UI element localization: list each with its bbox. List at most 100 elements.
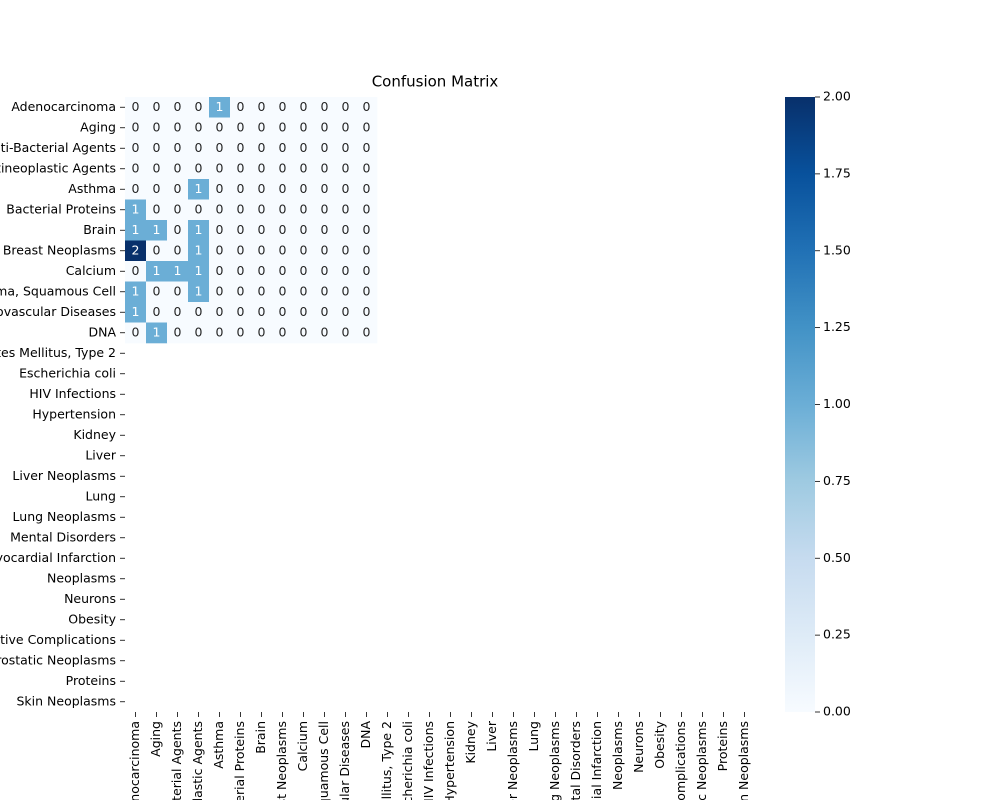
- heatmap-cell: [167, 261, 189, 282]
- cell-label: 0: [279, 201, 287, 216]
- cell-label: 1: [153, 222, 161, 237]
- heatmap-cell: [272, 302, 294, 323]
- heatmap-cell: [188, 240, 210, 262]
- cell-label: 1: [195, 181, 203, 196]
- cell-label: 0: [258, 99, 266, 114]
- cell-label: 0: [237, 222, 245, 237]
- cell-label: 0: [174, 99, 182, 114]
- heatmap-cell: [356, 97, 378, 118]
- cell-label: 0: [174, 324, 182, 339]
- cell-label: 0: [153, 140, 161, 155]
- cell-label: 0: [216, 201, 224, 216]
- cell-label: 0: [342, 283, 350, 298]
- y-tick-label: Myocardial Infarction: [0, 550, 116, 565]
- cell-label: 0: [174, 140, 182, 155]
- y-tick-label: Liver: [85, 447, 117, 462]
- y-tick-label: Kidney: [73, 427, 116, 442]
- heatmap-cell: [146, 281, 168, 303]
- y-tick-label: Obesity: [68, 611, 116, 626]
- y-tick-label: Calcium: [66, 263, 116, 278]
- x-tick-label: Brain: [253, 721, 268, 754]
- heatmap-cell: [293, 138, 315, 159]
- heatmap-cell: [314, 220, 336, 241]
- cell-label: 0: [279, 242, 287, 257]
- cell-label: 0: [237, 201, 245, 216]
- cell-label: 0: [300, 304, 308, 319]
- cell-label: 0: [153, 304, 161, 319]
- heatmap-cell: [230, 199, 252, 221]
- heatmap-cell: [125, 199, 147, 221]
- heatmap-cell: [335, 97, 357, 118]
- cell-label: 0: [342, 222, 350, 237]
- cell-label: 1: [195, 222, 203, 237]
- heatmap-cell: [335, 281, 357, 303]
- heatmap-cell: [251, 158, 273, 180]
- y-tick-label: Carcinoma, Squamous Cell: [0, 283, 116, 298]
- cell-label: 0: [216, 119, 224, 134]
- cell-label: 0: [237, 99, 245, 114]
- x-tick-label: DNA: [358, 721, 373, 749]
- cell-label: 1: [132, 304, 140, 319]
- cell-label: 0: [258, 140, 266, 155]
- heatmap-cell: [209, 158, 231, 180]
- heatmap-cell: [314, 240, 336, 262]
- colorbar-tick-label: 2.00: [823, 89, 851, 104]
- cell-label: 1: [195, 242, 203, 257]
- x-tick-label: Hypertension: [442, 721, 457, 800]
- heatmap-cell: [230, 97, 252, 118]
- heatmap-cell: [209, 117, 231, 139]
- heatmap-cell: [356, 220, 378, 241]
- x-tick-label: Liver: [484, 720, 499, 752]
- heatmap-cell: [146, 261, 168, 282]
- cell-label: 0: [342, 304, 350, 319]
- y-tick-label: Prostatic Neoplasms: [0, 652, 116, 667]
- y-tick-label: Postoperative Complications: [0, 632, 116, 647]
- cell-label: 0: [363, 304, 371, 319]
- heatmap-cell: [230, 281, 252, 303]
- heatmap-cell: [272, 97, 294, 118]
- heatmap-cell: [188, 199, 210, 221]
- heatmap-cell: [335, 220, 357, 241]
- heatmap-cell: [251, 220, 273, 241]
- heatmap-cell: [314, 158, 336, 180]
- heatmap-cell: [293, 179, 315, 200]
- heatmap-cell: [125, 97, 147, 118]
- cell-label: 0: [237, 119, 245, 134]
- cell-label: 0: [216, 283, 224, 298]
- heatmap-cell: [146, 220, 168, 241]
- cell-label: 0: [237, 304, 245, 319]
- cell-label: 0: [195, 160, 203, 175]
- heatmap-cell: [125, 117, 147, 139]
- cell-label: 0: [132, 99, 140, 114]
- heatmap-cell: [251, 117, 273, 139]
- cell-label: 0: [237, 283, 245, 298]
- cell-label: 0: [321, 160, 329, 175]
- cell-label: 0: [237, 263, 245, 278]
- heatmap-cell: [272, 240, 294, 262]
- y-tick-label: Neoplasms: [47, 570, 116, 585]
- heatmap-cell: [188, 322, 210, 344]
- cell-label: 1: [132, 283, 140, 298]
- heatmap-cell: [188, 117, 210, 139]
- heatmap-cell: [188, 97, 210, 118]
- cell-label: 0: [300, 140, 308, 155]
- heatmap-cell: [293, 199, 315, 221]
- cell-label: 0: [300, 283, 308, 298]
- heatmap-cell: [356, 138, 378, 159]
- heatmap-cell: [335, 322, 357, 344]
- heatmap-cell: [293, 117, 315, 139]
- cell-label: 0: [300, 201, 308, 216]
- x-tick-label: Aging: [148, 721, 163, 757]
- cell-label: 0: [237, 242, 245, 257]
- heatmap-cell: [230, 179, 252, 200]
- cell-label: 0: [363, 222, 371, 237]
- cell-label: 0: [237, 324, 245, 339]
- heatmap-cell: [293, 322, 315, 344]
- y-tick-label: Breast Neoplasms: [3, 242, 116, 257]
- cell-label: 0: [258, 222, 266, 237]
- cell-label: 0: [300, 263, 308, 278]
- y-tick-label: Skin Neoplasms: [17, 693, 117, 708]
- y-tick-label: DNA: [88, 324, 116, 339]
- cell-label: 0: [321, 283, 329, 298]
- cell-label: 0: [363, 324, 371, 339]
